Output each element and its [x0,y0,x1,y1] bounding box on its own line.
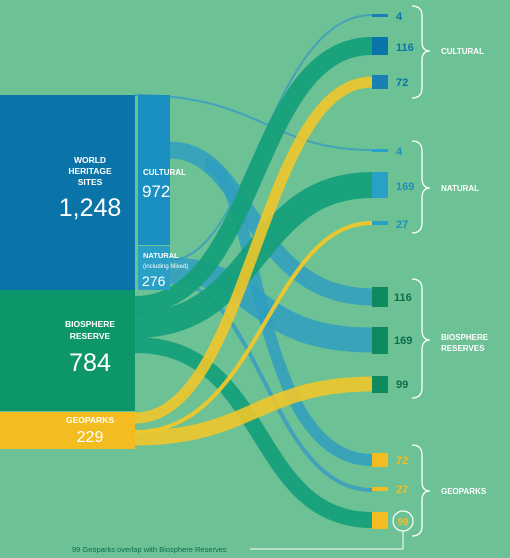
target-cultural-value-2: 116 [396,42,414,54]
cultural-source-label: CULTURAL [143,168,186,177]
target-biosphere-169 [372,327,388,354]
target-geoparks-27 [372,487,388,491]
footnote: 99 Geoparks overlap with Biosphere Reser… [72,545,227,554]
target-biosphere-value-3: 99 [396,379,408,391]
group-label-biosphere-line2: RESERVES [441,344,485,353]
world-heritage-label-line2: HERITAGE [68,166,112,176]
target-geoparks-72 [372,453,388,467]
group-label-biosphere-line1: BIOSPHERE [441,333,489,342]
bracket-geoparks [411,444,431,537]
target-geoparks-value-3: 99 [397,517,409,528]
flows [134,14,373,528]
target-geoparks-value-2: 27 [396,484,408,496]
target-biosphere-99 [372,376,388,393]
source-blocks [0,95,170,449]
target-cultural-value-1: 4 [396,11,403,23]
group-label-natural: NATURAL [441,184,479,193]
target-natural-value-3: 27 [396,219,408,231]
flow-biosphere-to-geoparks [134,337,373,528]
flow-geoparks-to-natural [134,221,373,434]
target-group-labels: CULTURAL NATURAL BIOSPHERE RESERVES GEOP… [441,47,489,496]
target-natural-value-2: 169 [396,181,414,193]
bracket-biosphere [411,278,431,399]
flow-cultural-to-natural [134,94,373,151]
target-value-labels: 4 116 72 4 169 27 116 169 99 72 27 99 [394,11,414,528]
target-biosphere-value-2: 169 [394,335,412,347]
world-heritage-block [0,95,135,290]
world-heritage-label-line3: SITES [78,177,103,187]
geoparks-source-label: GEOPARKS [66,415,114,425]
target-cultural-4 [372,14,388,17]
group-label-cultural: CULTURAL [441,47,484,56]
natural-source-value: 276 [142,273,166,289]
target-biosphere-116 [372,287,388,307]
footnote-leader-line [250,531,404,550]
world-heritage-value: 1,248 [59,194,122,222]
target-natural-4 [372,149,388,152]
natural-block [138,246,170,290]
target-geoparks-value-1: 72 [396,455,408,467]
brackets [411,5,431,537]
biosphere-block [0,290,135,411]
source-labels: WORLD HERITAGE SITES 1,248 CULTURAL 972 … [59,155,189,446]
biosphere-label-line1: BIOSPHERE [65,319,115,329]
biosphere-label-line2: RESERVE [70,331,111,341]
target-biosphere-value-1: 116 [394,292,412,304]
target-natural-169 [372,172,388,198]
target-squares [372,14,388,529]
bracket-natural [411,140,431,234]
geoparks-block [0,412,135,449]
flow-geoparks-to-cultural [134,76,373,424]
cultural-source-value: 972 [142,182,170,201]
natural-source-sublabel: (including Mixed) [143,264,188,270]
target-cultural-116 [372,37,388,55]
target-cultural-value-3: 72 [396,77,408,89]
biosphere-value: 784 [69,349,111,377]
target-cultural-72 [372,75,388,89]
target-geoparks-99 [372,512,388,529]
geoparks-source-value: 229 [77,429,104,446]
cultural-block [138,95,170,245]
world-heritage-label-line1: WORLD [74,155,106,165]
group-label-geoparks: GEOPARKS [441,487,487,496]
flow-geoparks-to-biosphere [134,376,373,446]
natural-source-label: NATURAL [143,251,179,260]
flow-biosphere-to-cultural [134,37,373,314]
flow-cultural-to-biosphere [169,141,373,306]
target-natural-value-1: 4 [396,146,403,158]
bracket-cultural [411,5,431,99]
target-natural-27 [372,221,388,225]
